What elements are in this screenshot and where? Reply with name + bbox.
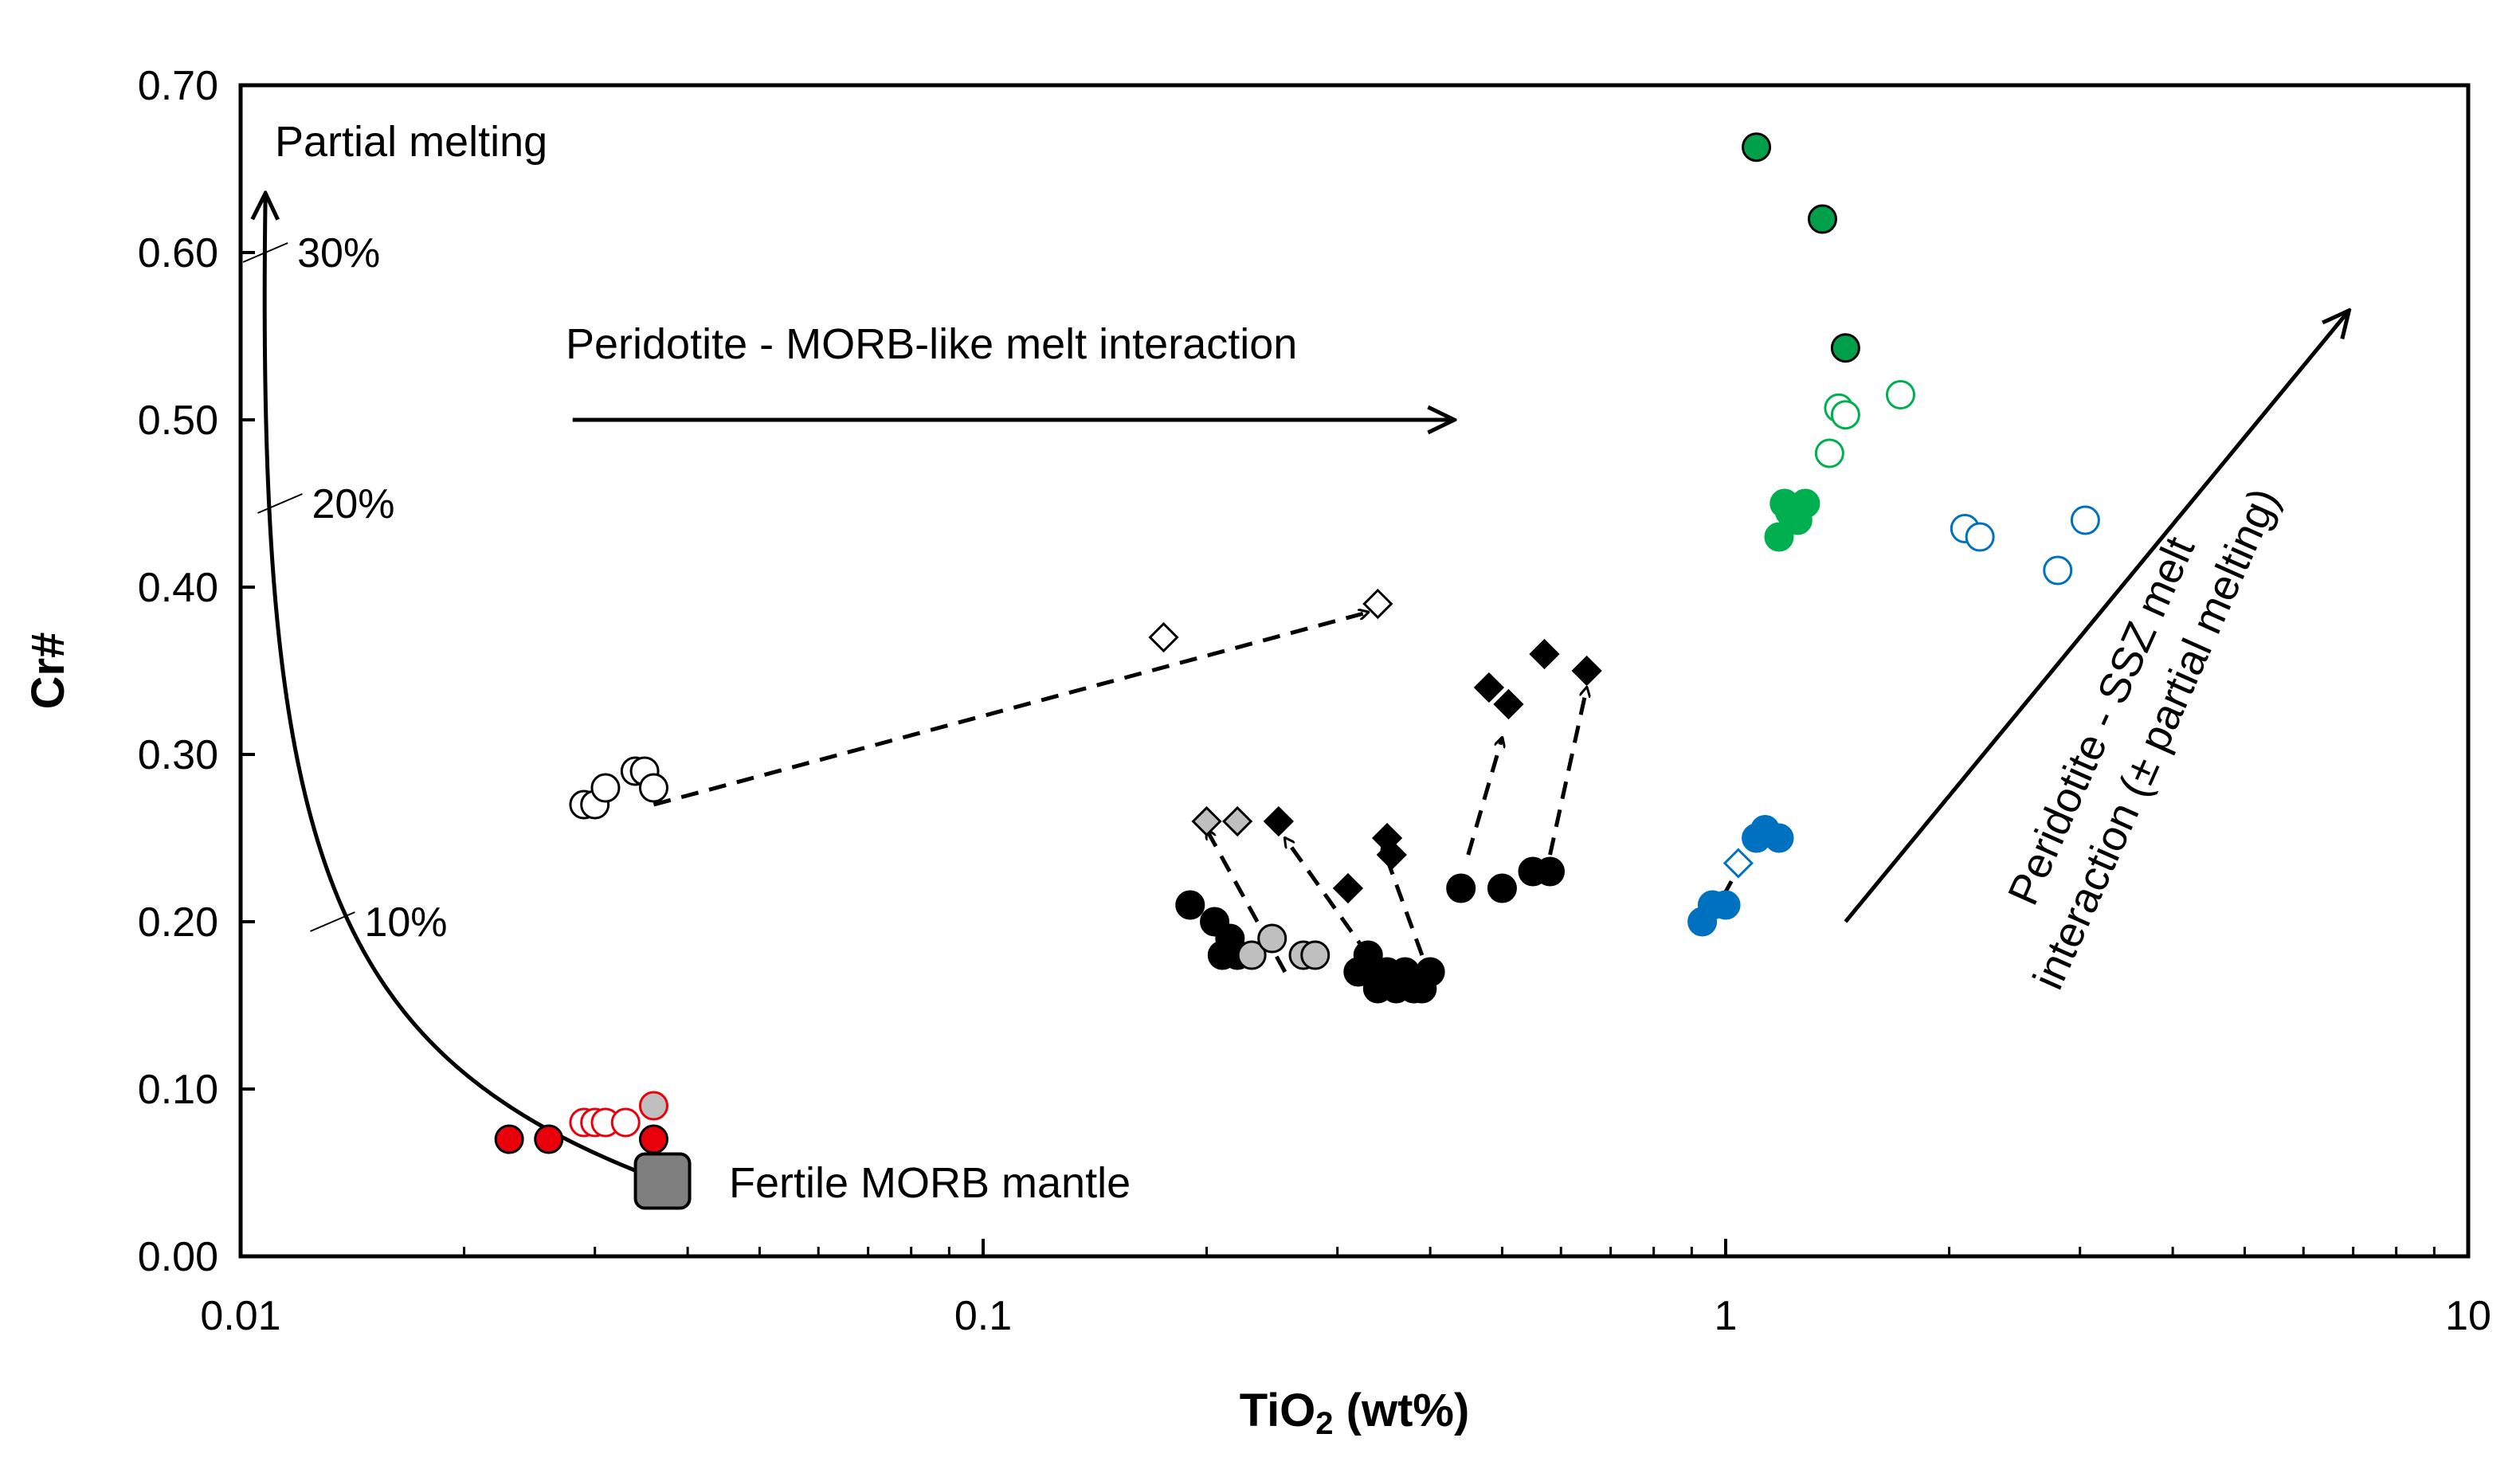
y-tick-label: 0.60	[138, 230, 218, 276]
x-tick-label: 0.01	[200, 1293, 280, 1339]
y-tick-label: 0.20	[138, 899, 218, 946]
morb-interaction-label: Peridotite - MORB-like melt interaction	[566, 320, 1297, 368]
data-point-circle	[1764, 522, 1794, 552]
y-axis-title: Cr#	[22, 633, 74, 710]
data-point-diamond	[1222, 805, 1253, 837]
y-tick-label: 0.30	[138, 732, 218, 778]
data-point-circle	[1446, 873, 1476, 903]
data-point-circle	[1830, 400, 1860, 430]
fertile-morb-label: Fertile MORB mantle	[729, 1159, 1131, 1207]
y-tick-label: 0.50	[138, 398, 218, 444]
data-point-diamond	[1571, 655, 1602, 687]
y-tick-label: 0.10	[138, 1067, 218, 1113]
partial-melting-label: Partial melting	[275, 118, 547, 166]
melting-percent-label: 20%	[312, 481, 394, 527]
melting-tick	[242, 242, 288, 263]
data-point-circle	[1965, 522, 1995, 552]
data-point-diamond	[1263, 805, 1295, 837]
data-point-circle	[1535, 856, 1566, 887]
data-point-circle	[1764, 823, 1794, 853]
data-point-circle	[2070, 505, 2100, 535]
data-point-diamond	[1722, 848, 1754, 879]
data-point-circle	[638, 1091, 668, 1121]
x-axis-title: TiO2 (wt%)	[1240, 1385, 1470, 1441]
data-point-circle	[1257, 923, 1287, 954]
data-point-circle	[1711, 890, 1741, 920]
x-tick-label: 0.1	[954, 1293, 1012, 1339]
data-point-diamond	[1493, 688, 1524, 720]
data-points-layer	[494, 132, 2100, 1210]
x-axis-title-unit: (wt%)	[1334, 1385, 1470, 1436]
data-point-circle	[1236, 940, 1267, 970]
y-tick-label: 0.00	[138, 1234, 218, 1280]
data-point-circle	[1175, 890, 1205, 920]
dashed-trend-arrow	[1285, 838, 1370, 957]
data-point-circle	[1886, 380, 1916, 409]
melting-curve-layer	[242, 194, 664, 1183]
arrows-layer	[572, 311, 2349, 974]
data-point-circle	[534, 1124, 564, 1154]
data-point-square	[633, 1152, 692, 1210]
data-point-circle	[1814, 438, 1844, 468]
data-point-circle	[494, 1124, 524, 1154]
solid-trend-arrow	[1844, 311, 2348, 923]
data-point-diamond	[1148, 621, 1179, 653]
data-point-diamond	[1529, 638, 1560, 670]
melting-tick	[310, 911, 355, 932]
data-point-circle	[638, 773, 668, 803]
data-point-circle	[1300, 940, 1331, 970]
dashed-trend-arrow	[653, 613, 1368, 807]
y-tick-label: 0.70	[138, 63, 218, 109]
x-tick-label: 1	[1715, 1293, 1738, 1339]
data-point-circle	[1353, 940, 1383, 970]
data-point-circle	[638, 1124, 668, 1154]
data-point-circle	[1807, 204, 1837, 234]
dashed-trend-arrow	[1548, 688, 1587, 856]
plot-area-frame	[238, 83, 2471, 1259]
melting-tick	[257, 493, 303, 514]
x-axis-title-subscript: 2	[1315, 1406, 1333, 1441]
data-point-circle	[1790, 488, 1820, 519]
dashed-trend-arrow	[1466, 738, 1503, 856]
data-point-circle	[610, 1107, 641, 1138]
data-point-circle	[1830, 333, 1860, 363]
data-point-diamond	[1362, 588, 1393, 620]
data-point-circle	[590, 773, 621, 803]
data-point-diamond	[1376, 839, 1407, 871]
data-point-circle	[1742, 132, 1772, 163]
y-tick-label: 0.40	[138, 565, 218, 611]
x-axis-title-main: TiO	[1240, 1385, 1316, 1436]
ssz-interaction-label: Peridotite - SSZ melt interaction (± par…	[1972, 458, 2289, 997]
data-point-diamond	[1332, 872, 1364, 904]
data-point-diamond	[1191, 805, 1222, 837]
melting-percent-label: 10%	[364, 899, 447, 946]
melting-curve	[265, 194, 664, 1183]
data-point-circle	[2043, 555, 2073, 586]
data-point-circle	[1415, 957, 1445, 987]
x-tick-label: 10	[2445, 1293, 2491, 1339]
data-point-circle	[1487, 873, 1517, 903]
data-point-diamond	[1473, 672, 1505, 703]
labels-layer: 0.00 0.10 0.20 0.30 0.40 0.50 0.60 0.70 0.01 0.1 1…	[138, 63, 2491, 1339]
melting-percent-label: 30%	[297, 230, 380, 276]
